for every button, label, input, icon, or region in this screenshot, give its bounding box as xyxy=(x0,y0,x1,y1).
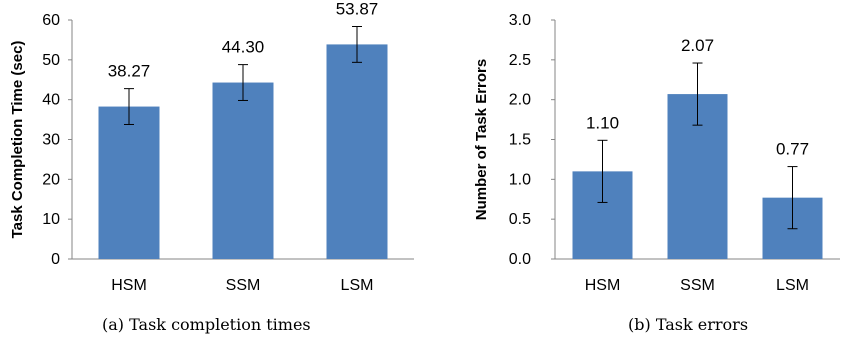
y-tick-label: 0 xyxy=(51,251,60,268)
x-tick-label-ssm: SSM xyxy=(680,277,715,294)
bar-ssm xyxy=(212,82,274,259)
y-tick-label: 20 xyxy=(42,171,60,188)
y-axis-title: Task Completion Time (sec) xyxy=(9,41,26,239)
y-tick-label: 0.5 xyxy=(509,211,531,228)
x-tick-label-lsm: LSM xyxy=(776,277,809,294)
data-label-ssm: 44.30 xyxy=(222,38,265,57)
bar-hsm xyxy=(98,106,160,259)
data-label-lsm: 0.77 xyxy=(776,140,809,159)
chart-panel-a: 0 10 20 30 40 50 60 Task Completion Time (sec) 3… xyxy=(0,0,420,345)
y-tick-label: 50 xyxy=(42,52,60,69)
y-tick-label: 1.5 xyxy=(509,132,531,149)
y-tick-label: 2.0 xyxy=(509,92,531,109)
x-tick-label-hsm: HSM xyxy=(585,277,621,294)
y-tick-label: 3.0 xyxy=(509,12,531,29)
x-tick-label-ssm: SSM xyxy=(226,277,261,294)
y-tick-label: 40 xyxy=(42,92,60,109)
y-axis-title: Number of Task Errors xyxy=(473,59,490,220)
y-tick-label: 1.0 xyxy=(509,171,531,188)
y-tick-label: 30 xyxy=(42,132,60,149)
bar-lsm xyxy=(326,44,388,259)
data-label-lsm: 53.87 xyxy=(336,0,379,18)
chart-panel-b: 0.0 0.5 1.0 1.5 2.0 2.5 3.0 Number of Task Erro… xyxy=(420,0,846,345)
data-label-hsm: 1.10 xyxy=(586,113,619,132)
data-label-ssm: 2.07 xyxy=(681,36,714,55)
caption-b: (b) Task errors xyxy=(628,315,749,334)
x-tick-label-lsm: LSM xyxy=(341,277,374,294)
chart-b: 0.0 0.5 1.0 1.5 2.0 2.5 3.0 Number of Task Erro… xyxy=(473,12,840,294)
caption-a: (a) Task completion times xyxy=(102,315,311,334)
y-tick-label: 0.0 xyxy=(509,251,531,268)
y-tick-label: 60 xyxy=(42,12,60,29)
x-tick-label-hsm: HSM xyxy=(111,277,147,294)
y-tick-label: 10 xyxy=(42,211,60,228)
y-tick-label: 2.5 xyxy=(509,52,531,69)
chart-a: 0 10 20 30 40 50 60 Task Completion Time (sec) 3… xyxy=(9,0,414,294)
data-label-hsm: 38.27 xyxy=(108,62,151,81)
